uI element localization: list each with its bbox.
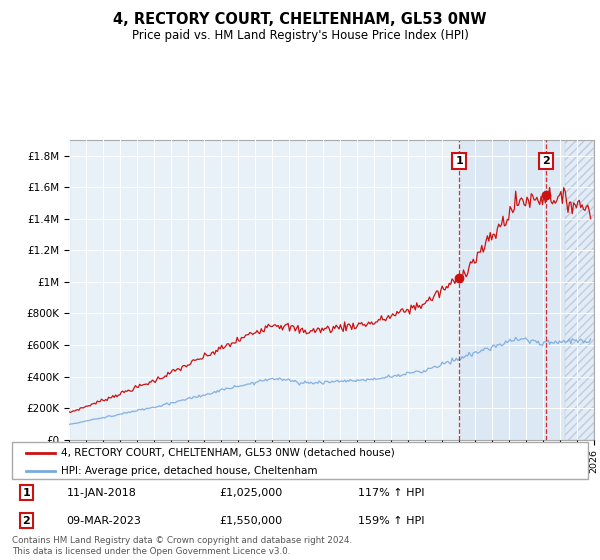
Text: 159% ↑ HPI: 159% ↑ HPI <box>358 516 424 526</box>
Text: 1: 1 <box>23 488 30 498</box>
Bar <box>565 140 594 440</box>
Text: HPI: Average price, detached house, Cheltenham: HPI: Average price, detached house, Chel… <box>61 466 317 476</box>
Bar <box>459 140 594 440</box>
Text: Price paid vs. HM Land Registry's House Price Index (HPI): Price paid vs. HM Land Registry's House … <box>131 29 469 42</box>
Text: 09-MAR-2023: 09-MAR-2023 <box>67 516 142 526</box>
FancyBboxPatch shape <box>12 442 588 479</box>
Text: Contains HM Land Registry data © Crown copyright and database right 2024.
This d: Contains HM Land Registry data © Crown c… <box>12 536 352 556</box>
Text: 4, RECTORY COURT, CHELTENHAM, GL53 0NW (detached house): 4, RECTORY COURT, CHELTENHAM, GL53 0NW (… <box>61 447 395 458</box>
Text: 2: 2 <box>542 156 550 166</box>
Text: £1,025,000: £1,025,000 <box>220 488 283 498</box>
Bar <box>565 140 594 440</box>
Text: 117% ↑ HPI: 117% ↑ HPI <box>358 488 424 498</box>
Text: 11-JAN-2018: 11-JAN-2018 <box>67 488 137 498</box>
Text: 2: 2 <box>23 516 30 526</box>
Text: 4, RECTORY COURT, CHELTENHAM, GL53 0NW: 4, RECTORY COURT, CHELTENHAM, GL53 0NW <box>113 12 487 27</box>
Text: £1,550,000: £1,550,000 <box>220 516 283 526</box>
Text: 1: 1 <box>455 156 463 166</box>
